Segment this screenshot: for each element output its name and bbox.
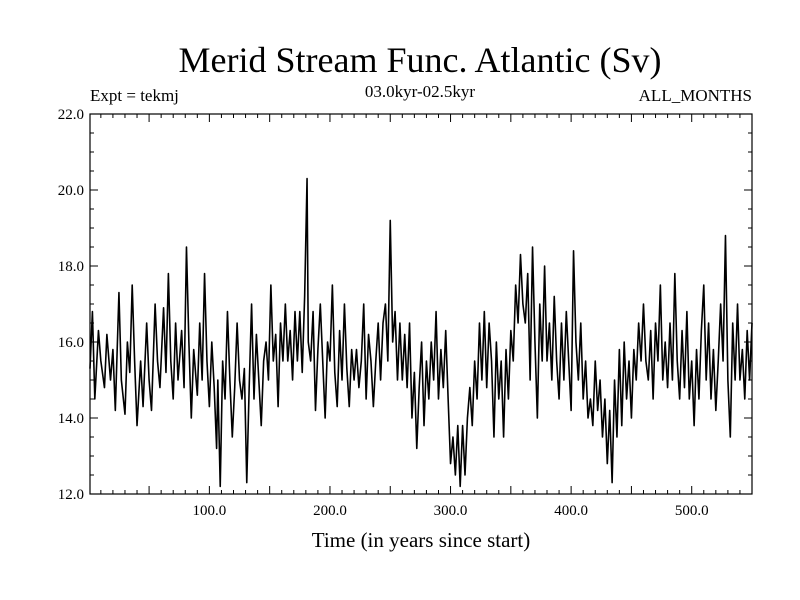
y-tick-label: 12.0 (58, 487, 84, 503)
x-tick-label: 200.0 (313, 503, 347, 519)
y-tick-label: 18.0 (58, 259, 84, 275)
x-axis-label: Time (in years since start) (312, 528, 531, 552)
plot-frame (89, 113, 753, 495)
x-tick-label: 400.0 (554, 503, 588, 519)
y-tick-label: 20.0 (58, 183, 84, 199)
x-tick-label: 300.0 (434, 503, 468, 519)
y-tick-label: 14.0 (58, 411, 84, 427)
chart-title: Merid Stream Func. Atlantic (Sv) (178, 40, 662, 80)
y-tick-label: 16.0 (58, 335, 84, 351)
ticks-layer: 12.0 14.0 16.0 18.0 20.0 22.0 100.0 200.0 300.0 4… (58, 107, 753, 519)
x-tick-label: 500.0 (675, 503, 709, 519)
chart-subtitle: 03.0kyr-02.5kyr (364, 82, 476, 101)
experiment-label: Expt = tekmj (90, 86, 179, 105)
series-line (89, 177, 753, 488)
months-label: ALL_MONTHS (638, 86, 752, 105)
y-tick-label: 22.0 (58, 107, 84, 123)
x-tick-label: 100.0 (193, 503, 227, 519)
